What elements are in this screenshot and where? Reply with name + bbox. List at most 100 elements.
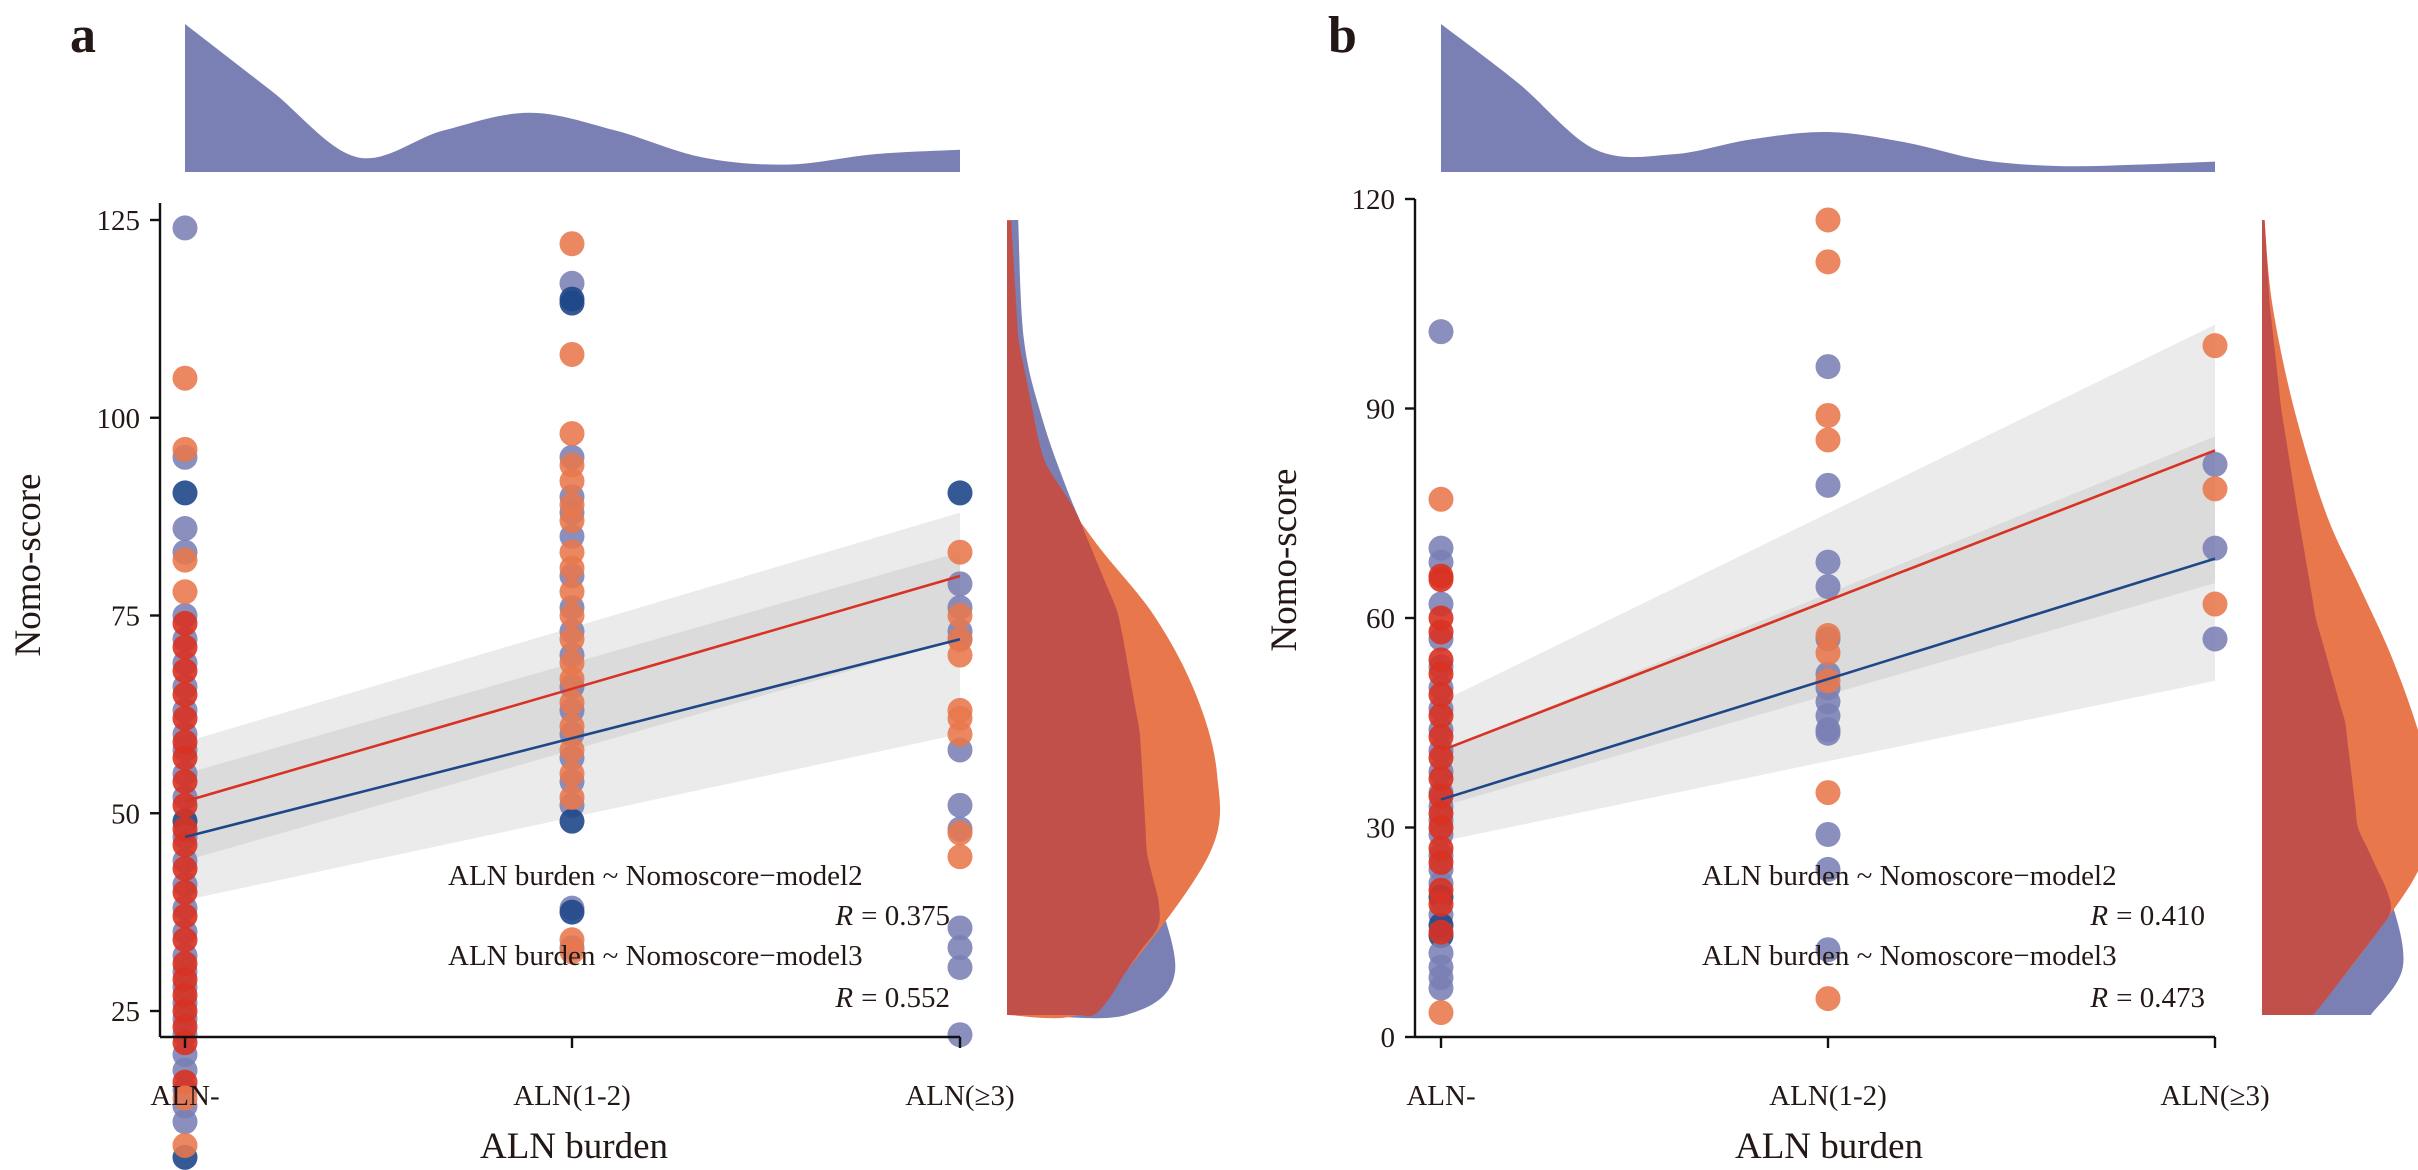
data-point (559, 579, 585, 605)
data-point (559, 468, 585, 494)
data-point (1815, 937, 1841, 963)
annotation-formula-2: ALN burden ~ Nomoscore−model3 (448, 940, 863, 972)
data-point (172, 515, 198, 541)
x-tick-label: ALN(1-2) (513, 1080, 631, 1112)
x-tick-label: ALN- (1406, 1080, 1475, 1112)
data-point (1428, 975, 1454, 1001)
x-density-plot (185, 24, 960, 172)
data-point (1815, 622, 1841, 648)
data-point (1428, 1000, 1454, 1026)
y-tick-label: 25 (111, 996, 140, 1028)
data-point (172, 705, 198, 731)
data-point (1428, 619, 1454, 645)
data-point (1815, 668, 1841, 694)
regression-line (1440, 449, 2216, 752)
annotation-formula-2: ALN burden ~ Nomoscore−model3 (1702, 940, 2117, 972)
data-point (2202, 591, 2228, 617)
x-tick-label: ALN(≥3) (905, 1080, 1014, 1112)
data-point (559, 341, 585, 367)
r-symbol: R (834, 900, 853, 932)
y-axis-title: Nomo-score (8, 474, 49, 657)
data-point (1428, 567, 1454, 593)
data-point (1428, 682, 1454, 708)
annotation-formula-1: ALN burden ~ Nomoscore−model2 (448, 860, 863, 892)
data-point (559, 939, 585, 965)
x-axis-title: ALN burden (480, 1126, 668, 1167)
data-point (172, 480, 198, 506)
data-point (559, 713, 585, 739)
correlation-annotations: ALN burden ~ Nomoscore−model2 R = 0.410 A… (1702, 860, 2205, 1014)
data-point (2202, 476, 2228, 502)
data-point (947, 954, 973, 980)
data-point (559, 666, 585, 692)
data-point (559, 690, 585, 716)
data-point (1815, 354, 1841, 380)
data-point (559, 231, 585, 257)
x-tick-label: ALN- (150, 1080, 219, 1112)
y-axis-title: Nomo-score (1264, 469, 1305, 652)
data-point (1815, 856, 1841, 882)
data-point (1428, 849, 1454, 875)
r-value: = 0.410 (2116, 900, 2205, 932)
data-point (172, 832, 198, 858)
scatter-points (172, 215, 973, 1170)
data-point (2202, 626, 2228, 652)
data-point (1428, 745, 1454, 771)
y-tick-label: 50 (111, 798, 140, 830)
data-point (947, 935, 973, 961)
data-point (1815, 207, 1841, 233)
annotation-r-1: R = 0.375 (834, 900, 950, 932)
data-point (172, 682, 198, 708)
regression-line (1440, 557, 2216, 801)
data-point (947, 844, 973, 870)
data-point (172, 215, 198, 241)
data-point (559, 899, 585, 925)
data-point (1428, 783, 1454, 809)
x-density-area (1441, 24, 2215, 172)
y-density-plot (1007, 220, 1221, 1019)
data-point (172, 658, 198, 684)
data-point (1815, 249, 1841, 275)
regression-lines (184, 574, 961, 839)
annotation-r-1: R = 0.410 (2089, 900, 2205, 932)
panel-letter: b (1328, 7, 1357, 64)
data-point (947, 820, 973, 846)
data-point (947, 603, 973, 628)
data-point (559, 626, 585, 652)
data-point (2202, 451, 2228, 477)
annotation-r-2: R = 0.552 (834, 982, 950, 1014)
data-point (1428, 319, 1454, 345)
scatter-points (1428, 207, 2228, 1026)
y-tick-label: 75 (111, 601, 140, 633)
data-point (559, 761, 585, 787)
data-point (2202, 535, 2228, 561)
r-value: = 0.473 (2116, 982, 2205, 1014)
annotation-r-2: R = 0.473 (2089, 982, 2205, 1014)
r-symbol: R (834, 982, 853, 1014)
axes: 0 30 60 90 120 ALN- ALN(1-2) ALN(≥3) (1352, 184, 2270, 1112)
data-point (172, 547, 198, 573)
data-point (1815, 720, 1841, 746)
data-point (172, 579, 198, 605)
data-point (559, 737, 585, 763)
data-point (172, 927, 198, 953)
panel-letter: a (70, 7, 96, 64)
y-density-plot (2262, 220, 2418, 1015)
r-value: = 0.375 (861, 900, 950, 932)
data-point (172, 879, 198, 905)
data-point (172, 903, 198, 929)
data-point (1428, 815, 1454, 840)
y-tick-label: 30 (1366, 813, 1395, 845)
regression-line (184, 637, 961, 839)
data-point (559, 808, 585, 834)
data-point (172, 365, 198, 391)
x-axis-title: ALN burden (1735, 1126, 1923, 1167)
y-tick-label: 0 (1381, 1022, 1396, 1054)
panel-b: b 0 30 60 90 120 ALN- ALN(1-2) ALN(≥3) ALN burd… (1264, 7, 2418, 1167)
data-point (172, 610, 198, 636)
data-point (947, 1022, 973, 1048)
data-point (1428, 486, 1454, 512)
x-tick-label: ALN(≥3) (2160, 1080, 2269, 1112)
y-density-overlap (2262, 220, 2392, 1015)
y-tick-label: 100 (97, 403, 141, 435)
